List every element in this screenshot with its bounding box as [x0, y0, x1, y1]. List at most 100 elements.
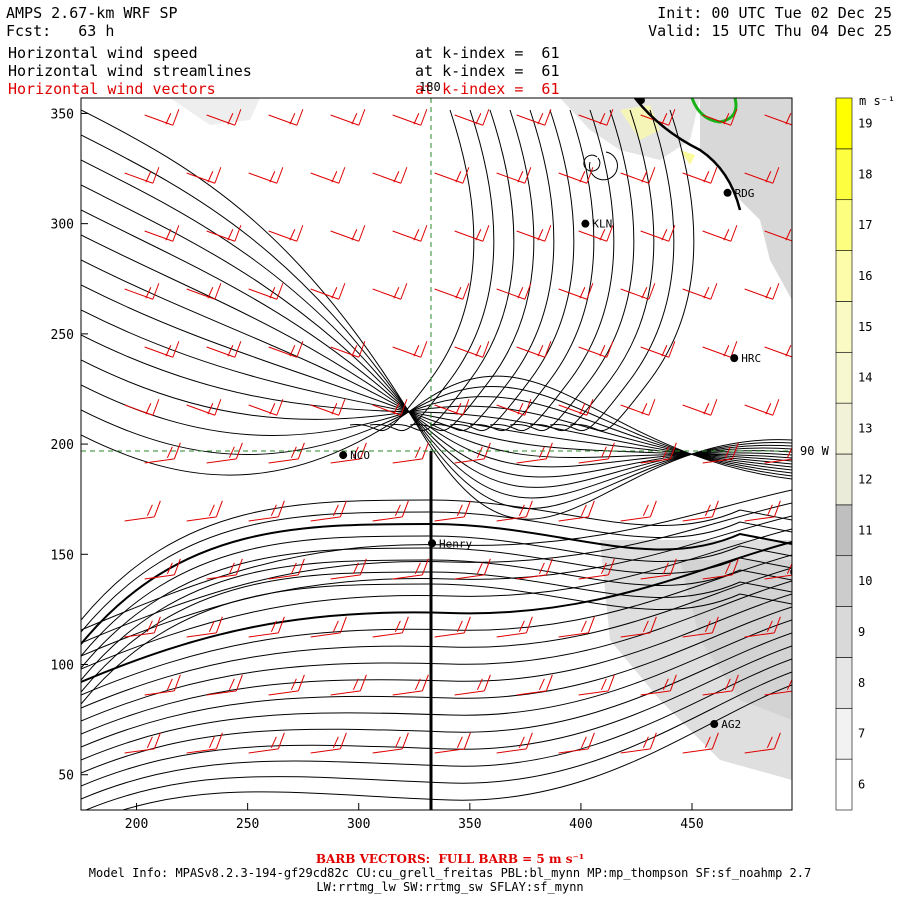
wind-barb [620, 732, 657, 754]
wind-barb [640, 674, 677, 696]
field-wind-speed: Horizontal wind speed [8, 44, 198, 62]
wind-barb [268, 674, 305, 696]
wind-barb [620, 500, 657, 522]
x-axis-ticks: 200 250 300 350 400 450 [125, 803, 704, 832]
streamline [81, 502, 792, 644]
x-tick-label: 300 [347, 817, 370, 832]
wind-barb [248, 399, 284, 416]
wind-barb [516, 225, 552, 242]
streamline [549, 109, 675, 432]
wind-barb [682, 616, 719, 638]
streamline [81, 554, 792, 696]
x-tick-label: 250 [236, 817, 259, 832]
valid-time: Valid: 15 UTC Thu 04 Dec 25 [648, 22, 892, 40]
wind-barb [268, 225, 304, 242]
wind-barb [702, 341, 738, 358]
streamline [81, 593, 792, 735]
wind-barb [744, 283, 780, 300]
model-info: Model Info: MPASv8.2.3-194-gf29cd82c CU:… [88, 866, 812, 880]
wind-barb [372, 283, 408, 300]
wind-barb [268, 558, 305, 580]
wind-barb [620, 399, 656, 416]
wind-barb [682, 283, 718, 300]
y-tick-label: 200 [51, 438, 74, 453]
wind-barb [516, 674, 553, 696]
forecast-hour: Fcst: 63 h [6, 22, 115, 40]
colorbar-label: 11 [858, 523, 872, 537]
wind-barb [392, 558, 429, 580]
field-vectors: Horizontal wind vectors [8, 80, 216, 98]
wind-barb [372, 167, 408, 184]
streamline [81, 515, 792, 657]
wind-barb [744, 732, 781, 754]
streamline [81, 209, 792, 478]
colorbar-label: 15 [858, 320, 872, 334]
wind-barb [682, 167, 718, 184]
streamline [81, 309, 792, 465]
wind-barb [496, 399, 532, 416]
wind-barb [702, 225, 738, 242]
wind-barb [372, 732, 409, 754]
streamlines [81, 109, 792, 810]
wind-barb [144, 109, 180, 126]
wind-barb [392, 225, 428, 242]
wind-barb [186, 283, 222, 300]
wind-barb [558, 167, 594, 184]
colorbar-label: 14 [858, 371, 872, 385]
streamline [349, 109, 475, 432]
streamline [121, 684, 792, 810]
streamline [509, 109, 635, 432]
colorbar-label: 17 [858, 218, 872, 232]
colorbar-label: 10 [858, 574, 872, 588]
colorbar-swatch [835, 504, 853, 557]
streamline [583, 151, 618, 181]
wind-barb [496, 732, 533, 754]
wind-barb [578, 674, 615, 696]
streamline [81, 334, 792, 468]
colorbar-label: 16 [858, 269, 872, 283]
wind-barb [144, 674, 181, 696]
model-title: AMPS 2.67-km WRF SP [6, 4, 178, 22]
wind-barb [620, 283, 656, 300]
wind-barb [206, 558, 243, 580]
y-tick-label: 50 [58, 769, 74, 784]
wind-barb [144, 225, 180, 242]
wind-barb [372, 616, 409, 638]
wind-barb [124, 283, 160, 300]
station-marker: NCO [339, 449, 370, 462]
station-label: HRC [741, 352, 761, 365]
y-tick-label: 100 [51, 659, 74, 674]
station-marker: KLN [581, 218, 612, 231]
colorbar-label: 9 [858, 625, 865, 639]
colorbar-swatch [835, 351, 853, 404]
y-tick-label: 350 [51, 107, 74, 122]
station-marker: AG2 [710, 718, 741, 731]
station-marker [636, 98, 645, 105]
wind-barb [206, 341, 242, 358]
colorbar-label: 7 [858, 727, 865, 741]
streamline [81, 159, 792, 499]
x-tick-label: 200 [125, 817, 148, 832]
model-info-physics: LW:rrtmg_lw SW:rrtmg_sw SFLAY:sf_mynn [316, 880, 584, 894]
wind-barb [640, 442, 677, 464]
colorbar-swatch [835, 606, 853, 658]
wind-barb [764, 345, 792, 358]
wind-barb [434, 732, 471, 754]
wind-barbs [124, 109, 792, 754]
wind-barb [310, 283, 346, 300]
wind-barb [330, 674, 367, 696]
colorbar-swatch [835, 657, 853, 709]
colorbar-swatch [835, 148, 853, 201]
colorbar-swatch [835, 250, 853, 302]
wind-barb [744, 616, 781, 638]
station-marker: RDG [723, 187, 754, 200]
wind-barb [516, 109, 552, 126]
wind-barb [516, 558, 553, 580]
streamline [81, 580, 792, 722]
wind-barb [496, 167, 532, 184]
streamline [469, 109, 595, 432]
streamline [81, 284, 792, 462]
streamline [81, 234, 792, 468]
wind-barb [434, 399, 470, 416]
